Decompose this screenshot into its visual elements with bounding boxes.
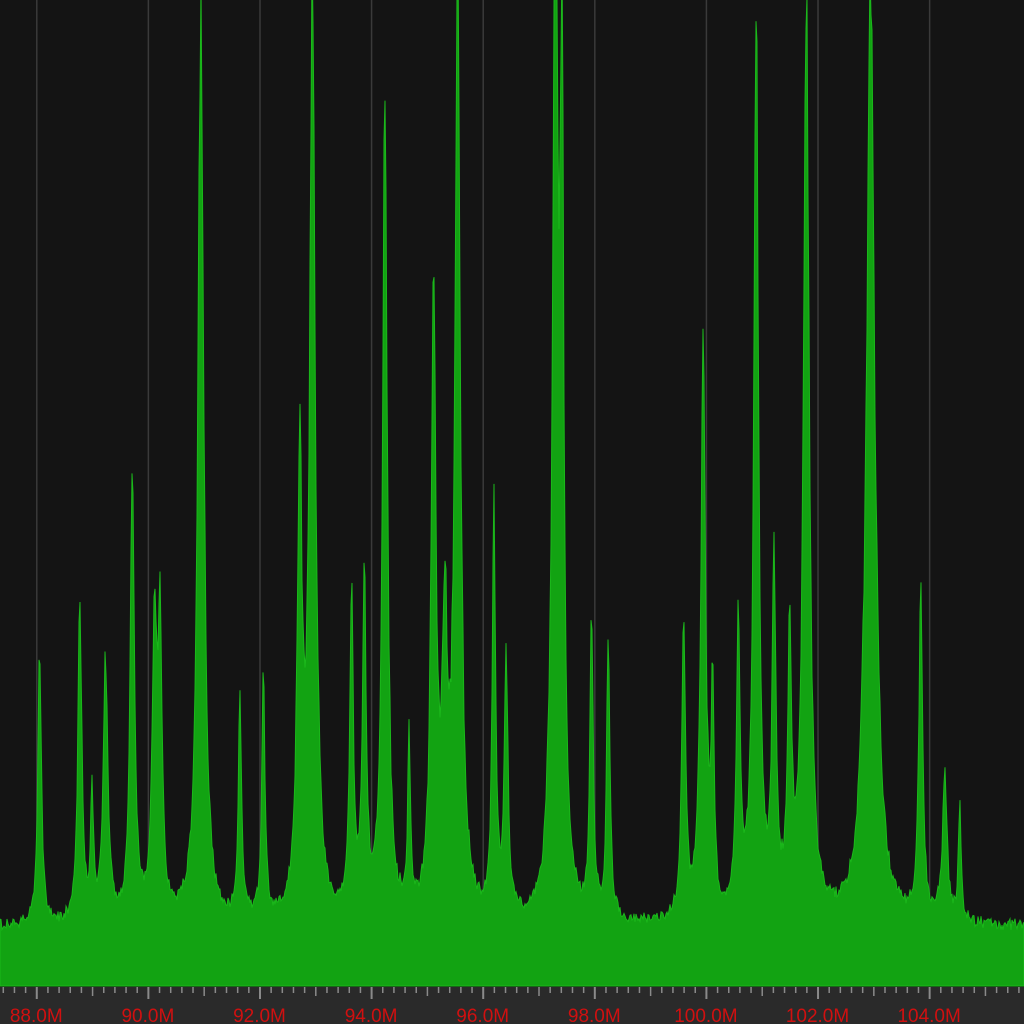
frequency-axis-bar — [0, 987, 1024, 1024]
spectrum-trace — [0, 0, 1024, 987]
frequency-ticks — [2, 987, 1020, 999]
tick-label-6: 100.0M — [674, 1006, 737, 1024]
frequency-gridlines — [36, 0, 931, 986]
tick-label-2: 92.0M — [233, 1006, 286, 1024]
tick-label-8: 104.0M — [897, 1006, 960, 1024]
spectrum-fill — [0, 0, 1024, 987]
tick-label-1: 90.0M — [121, 1006, 174, 1024]
frequency-tick-labels: 88.0M 90.0M 92.0M 94.0M 96.0M 98.0M 100.0M 102.… — [10, 1006, 961, 1024]
tick-label-0: 88.0M — [10, 1006, 63, 1024]
tick-label-3: 94.0M — [345, 1006, 398, 1024]
tick-label-5: 98.0M — [568, 1006, 621, 1024]
tick-label-7: 102.0M — [786, 1006, 849, 1024]
tick-label-4: 96.0M — [456, 1006, 509, 1024]
